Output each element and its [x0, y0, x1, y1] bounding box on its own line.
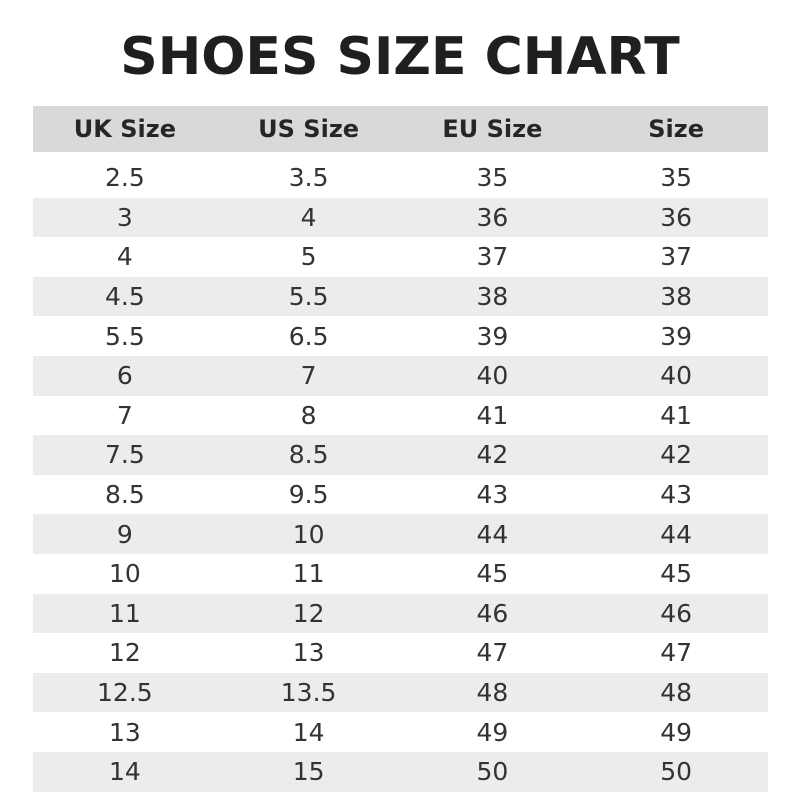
table-cell: 3: [116, 202, 133, 232]
table-cell: 6: [116, 361, 133, 391]
table-cell: 47: [660, 638, 693, 668]
table-cell: 8.5: [288, 440, 329, 470]
table-cell: 9.5: [288, 480, 329, 510]
table-cell: 12: [292, 598, 325, 628]
column-header: Size: [648, 115, 704, 143]
table-header-row: UK Size US Size EU Size Size: [33, 106, 768, 152]
table-cell: 5: [300, 242, 317, 272]
table-row: 9 10 44 44: [33, 514, 768, 554]
table-cell: 48: [660, 678, 693, 708]
table-cell: 39: [476, 321, 509, 351]
table-cell: 8.5: [104, 480, 145, 510]
table-cell: 39: [660, 321, 693, 351]
table-row: 13 14 49 49: [33, 712, 768, 752]
table-cell: 15: [292, 757, 325, 787]
table-cell: 13: [108, 717, 141, 747]
table-cell: 46: [660, 598, 693, 628]
table-row: 2.5 3.5 35 35: [33, 158, 768, 198]
table-row: 4.5 5.5 38 38: [33, 276, 768, 317]
table-cell: 49: [476, 717, 509, 747]
table-cell: 13.5: [280, 678, 337, 708]
table-cell: 45: [476, 559, 509, 589]
table-cell: 35: [660, 163, 693, 193]
table-row: 7 8 41 41: [33, 396, 768, 436]
table-cell: 10: [108, 559, 141, 589]
table-cell: 40: [476, 361, 509, 391]
table-cell: 43: [476, 480, 509, 510]
table-row: 8.5 9.5 43 43: [33, 475, 768, 515]
table-row: 5.5 6.5 39 39: [33, 316, 768, 356]
table-row: 14 15 50 50: [33, 751, 768, 792]
table-cell: 50: [476, 757, 509, 787]
table-cell: 37: [660, 242, 693, 272]
table-cell: 41: [476, 400, 509, 430]
table-row: 11 12 46 46: [33, 593, 768, 634]
table-cell: 4.5: [104, 282, 145, 312]
table-cell: 48: [476, 678, 509, 708]
table-cell: 36: [660, 202, 693, 232]
table-cell: 4: [116, 242, 133, 272]
column-header: EU Size: [442, 115, 543, 143]
table-cell: 41: [660, 400, 693, 430]
table-cell: 12: [108, 638, 141, 668]
table-cell: 13: [292, 638, 325, 668]
table-cell: 45: [660, 559, 693, 589]
column-header: US Size: [258, 115, 360, 143]
table-row: 12 13 47 47: [33, 633, 768, 673]
table-cell: 38: [660, 282, 693, 312]
table-cell: 5.5: [104, 321, 145, 351]
table-cell: 35: [476, 163, 509, 193]
table-cell: 6.5: [288, 321, 329, 351]
table-cell: 11: [108, 598, 141, 628]
table-cell: 11: [292, 559, 325, 589]
table-cell: 10: [292, 519, 325, 549]
table-cell: 44: [476, 519, 509, 549]
page-title: SHOES SIZE CHART: [120, 27, 680, 87]
table-cell: 7.5: [104, 440, 145, 470]
table-cell: 4: [300, 202, 317, 232]
table-cell: 44: [660, 519, 693, 549]
table-cell: 50: [660, 757, 693, 787]
table-cell: 2.5: [104, 163, 145, 193]
table-cell: 42: [660, 440, 693, 470]
table-cell: 3.5: [288, 163, 329, 193]
table-row: 6 7 40 40: [33, 355, 768, 396]
table-cell: 46: [476, 598, 509, 628]
table-row: 3 4 36 36: [33, 197, 768, 238]
table-row: 10 11 45 45: [33, 554, 768, 594]
table-cell: 14: [108, 757, 141, 787]
table-cell: 9: [116, 519, 133, 549]
table-cell: 42: [476, 440, 509, 470]
table-cell: 40: [660, 361, 693, 391]
table-row: 4 5 37 37: [33, 237, 768, 277]
table-cell: 7: [116, 400, 133, 430]
table-cell: 47: [476, 638, 509, 668]
table-cell: 14: [292, 717, 325, 747]
table-cell: 38: [476, 282, 509, 312]
table-cell: 8: [300, 400, 317, 430]
table-cell: 7: [300, 361, 317, 391]
table-cell: 37: [476, 242, 509, 272]
table-cell: 36: [476, 202, 509, 232]
table-cell: 5.5: [288, 282, 329, 312]
column-header: UK Size: [73, 115, 176, 143]
table-row: 7.5 8.5 42 42: [33, 435, 768, 475]
table-row: 12.5 13.5 48 48: [33, 672, 768, 713]
size-table: UK Size US Size EU Size Size 2.5 3.5 35 35 3 4 36…: [33, 106, 768, 792]
table-cell: 12.5: [97, 678, 153, 708]
table-cell: 43: [660, 480, 693, 510]
table-cell: 49: [660, 717, 693, 747]
